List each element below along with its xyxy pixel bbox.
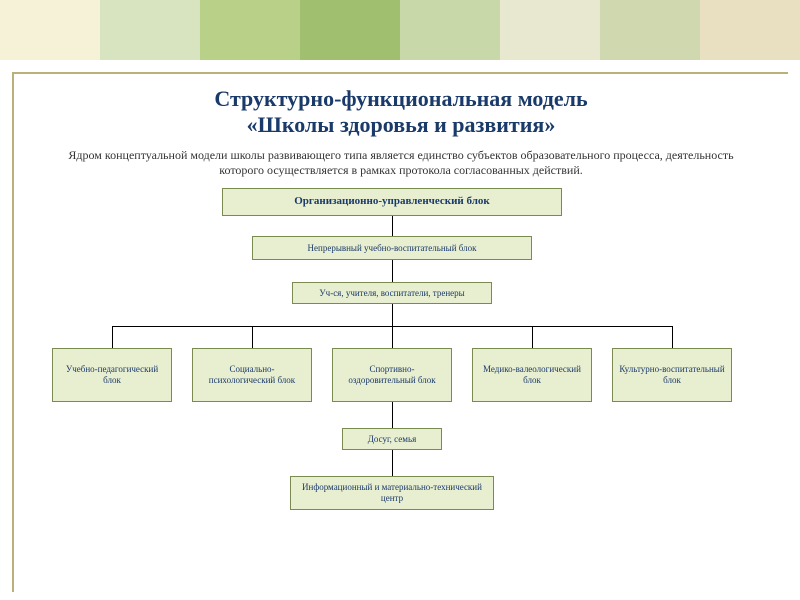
- connector: [392, 304, 393, 326]
- node-leisure: Досуг, семья: [342, 428, 442, 450]
- node-edu: Непрерывный учебно-воспитательный блок: [252, 236, 532, 260]
- title-line-2: «Школы здоровья и развития»: [22, 112, 780, 138]
- description-text: Ядром концептуальной модели школы развив…: [50, 148, 752, 178]
- title-line-1: Структурно-функциональная модель: [22, 86, 780, 112]
- connector: [112, 326, 113, 348]
- connector: [252, 326, 253, 348]
- connector: [392, 326, 393, 348]
- node-b5: Культурно-воспитательный блок: [612, 348, 732, 402]
- node-b2: Социально-психологический блок: [192, 348, 312, 402]
- node-info: Информационный и материально-технический…: [290, 476, 494, 510]
- node-b1: Учебно-педагогический блок: [52, 348, 172, 402]
- content-frame: Структурно-функциональная модель «Школы …: [12, 72, 788, 592]
- connector: [392, 216, 393, 236]
- slide: Структурно-функциональная модель «Школы …: [0, 0, 800, 600]
- connector: [532, 326, 533, 348]
- slide-title: Структурно-функциональная модель «Школы …: [22, 86, 780, 138]
- node-people: Уч-ся, учителя, воспитатели, тренеры: [292, 282, 492, 304]
- node-org: Организационно-управленческий блок: [222, 188, 562, 216]
- connector: [672, 326, 673, 348]
- node-b3: Спортивно-оздоровительный блок: [332, 348, 452, 402]
- connector: [392, 450, 393, 476]
- connector: [392, 260, 393, 282]
- decorative-banner: [0, 0, 800, 60]
- node-b4: Медико-валеологический блок: [472, 348, 592, 402]
- org-chart: Организационно-управленческий блок Непрер…: [22, 188, 780, 518]
- connector: [392, 402, 393, 428]
